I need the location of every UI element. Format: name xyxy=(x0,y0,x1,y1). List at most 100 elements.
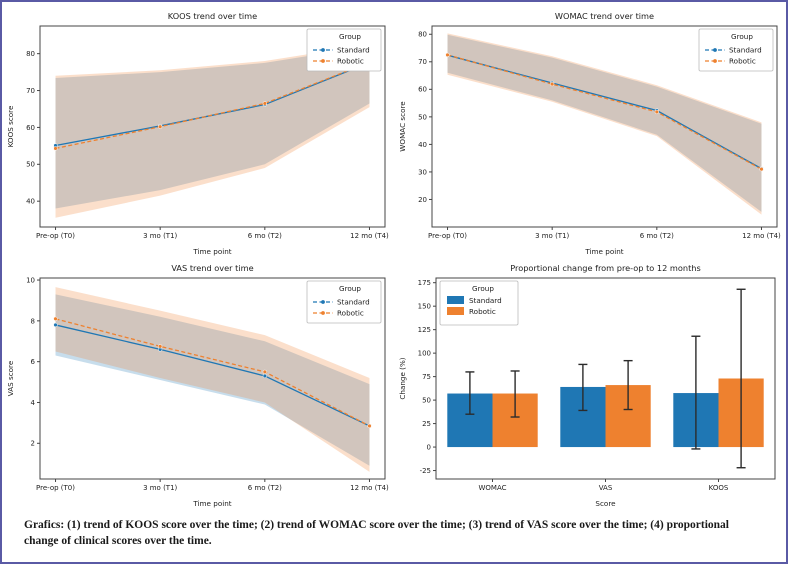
data-marker-robotic xyxy=(53,146,58,151)
vas-line-chart: VAS trend over time Time point VAS score 2 4… xyxy=(6,263,389,508)
trend-line-robotic xyxy=(55,61,370,150)
y-tick-label: 80 xyxy=(418,31,427,39)
x-axis-label: Time point xyxy=(584,247,623,256)
legend-marker xyxy=(713,48,717,52)
y-tick-label: 70 xyxy=(418,58,427,66)
y-tick-label: 4 xyxy=(31,399,36,407)
x-axis-label: Score xyxy=(595,499,616,508)
x-tick-label: Pre-op (T0) xyxy=(428,232,467,240)
axes-frame xyxy=(431,25,778,228)
koos-line-chart: KOOS trend over time Time point KOOS score… xyxy=(6,11,389,256)
trend-line-robotic xyxy=(447,54,762,170)
y-tick-label: 50 xyxy=(422,397,431,405)
ci-band-robotic xyxy=(55,44,370,218)
legend-entry-label: Robotic xyxy=(337,57,364,66)
legend-entry-label: Standard xyxy=(729,46,762,55)
y-tick-label: 80 xyxy=(26,50,35,58)
x-tick-label: 12 mo (T4) xyxy=(350,232,389,240)
y-tick-label: 100 xyxy=(418,350,431,358)
y-tick-label: 6 xyxy=(31,358,36,366)
y-tick-label: 175 xyxy=(418,279,431,287)
ci-band-robotic xyxy=(447,33,762,215)
data-marker-robotic xyxy=(158,124,163,129)
x-tick-label: 3 mo (T1) xyxy=(143,232,177,240)
y-axis-label: KOOS score xyxy=(6,105,15,147)
axes-frame xyxy=(39,277,386,480)
womac-line-chart: WOMAC trend over time Time point WOMAC sco… xyxy=(398,11,781,256)
legend-marker xyxy=(713,59,717,63)
y-tick-label: 60 xyxy=(418,86,427,94)
figure-caption: Grafics: (1) trend of KOOS score over th… xyxy=(24,519,729,548)
x-tick-label: 12 mo (T4) xyxy=(742,232,781,240)
legend-entry-label: Robotic xyxy=(337,309,364,318)
data-marker-robotic xyxy=(445,52,450,58)
legend-box xyxy=(306,28,382,72)
y-tick-label: 75 xyxy=(422,373,431,381)
x-tick-label: VAS xyxy=(599,484,613,492)
data-marker-robotic xyxy=(759,167,764,172)
legend-title: Group xyxy=(472,284,494,293)
data-marker-robotic xyxy=(367,423,372,429)
y-tick-label: 125 xyxy=(418,326,431,334)
legend-title: Group xyxy=(339,284,361,293)
data-marker-standard xyxy=(262,373,267,379)
trend-line-robotic xyxy=(55,318,370,427)
y-axis-label: Change (%) xyxy=(398,357,407,399)
legend-swatch xyxy=(447,296,464,304)
chart-title: WOMAC trend over time xyxy=(555,11,654,21)
subplot-change: WOMAC VAS KOOS Proportional change from pre… xyxy=(394,259,786,511)
legend-entry-label: Standard xyxy=(337,46,370,55)
chart-title: VAS trend over time xyxy=(171,263,253,273)
legend-entry-label: Robotic xyxy=(729,57,756,66)
y-tick-label: 60 xyxy=(26,124,35,132)
change-bar-chart: WOMAC VAS KOOS Proportional change from pre… xyxy=(398,263,776,508)
y-tick-label: 70 xyxy=(26,87,35,95)
legend-swatch xyxy=(447,307,464,315)
legend-box xyxy=(306,280,382,324)
legend-entry-label: Standard xyxy=(337,298,370,307)
y-tick-label: 25 xyxy=(422,420,431,428)
ci-band-standard xyxy=(447,34,762,212)
data-marker-robotic xyxy=(262,101,267,106)
data-marker-robotic xyxy=(158,344,163,349)
x-tick-label: 6 mo (T2) xyxy=(248,484,282,492)
x-tick-label: 12 mo (T4) xyxy=(350,484,389,492)
legend-title: Group xyxy=(731,32,753,41)
x-tick-label: KOOS xyxy=(709,484,729,492)
y-tick-label: -25 xyxy=(420,467,431,475)
x-axis-label: Time point xyxy=(192,499,231,508)
y-axis-label: WOMAC score xyxy=(398,101,407,152)
legend-marker xyxy=(321,311,325,315)
y-tick-label: 2 xyxy=(31,440,35,448)
x-tick-label: 6 mo (T2) xyxy=(640,232,674,240)
x-axis-label: Time point xyxy=(192,247,231,256)
ci-band-robotic xyxy=(55,287,370,472)
y-tick-label: 50 xyxy=(418,113,427,121)
x-tick-label: Pre-op (T0) xyxy=(36,232,75,240)
y-tick-label: 50 xyxy=(26,161,35,169)
y-tick-label: 30 xyxy=(418,168,427,176)
axes-frame xyxy=(39,25,386,228)
legend-entry-label: Standard xyxy=(469,296,502,305)
y-tick-label: 0 xyxy=(427,443,431,451)
y-tick-label: 20 xyxy=(418,196,427,204)
trend-line-standard xyxy=(55,61,370,147)
legend-entry-label: Robotic xyxy=(469,307,496,316)
trend-line-standard xyxy=(55,324,370,427)
chart-title: Proportional change from pre-op to 12 mo… xyxy=(510,263,701,273)
y-axis-label: VAS score xyxy=(6,360,15,396)
y-tick-label: 10 xyxy=(26,276,35,284)
legend-marker xyxy=(321,48,325,52)
data-marker-robotic xyxy=(550,81,555,87)
x-tick-label: 3 mo (T1) xyxy=(143,484,177,492)
y-tick-label: 40 xyxy=(26,198,35,206)
legend-marker xyxy=(321,59,325,63)
ci-band-standard xyxy=(55,294,370,466)
chart-title: KOOS trend over time xyxy=(168,11,257,21)
figure-panel: KOOS trend over time Time point KOOS score… xyxy=(2,2,786,511)
x-tick-label: 3 mo (T1) xyxy=(535,232,569,240)
x-tick-label: 6 mo (T2) xyxy=(248,232,282,240)
data-marker-robotic xyxy=(262,369,267,375)
y-tick-label: 40 xyxy=(418,141,427,149)
